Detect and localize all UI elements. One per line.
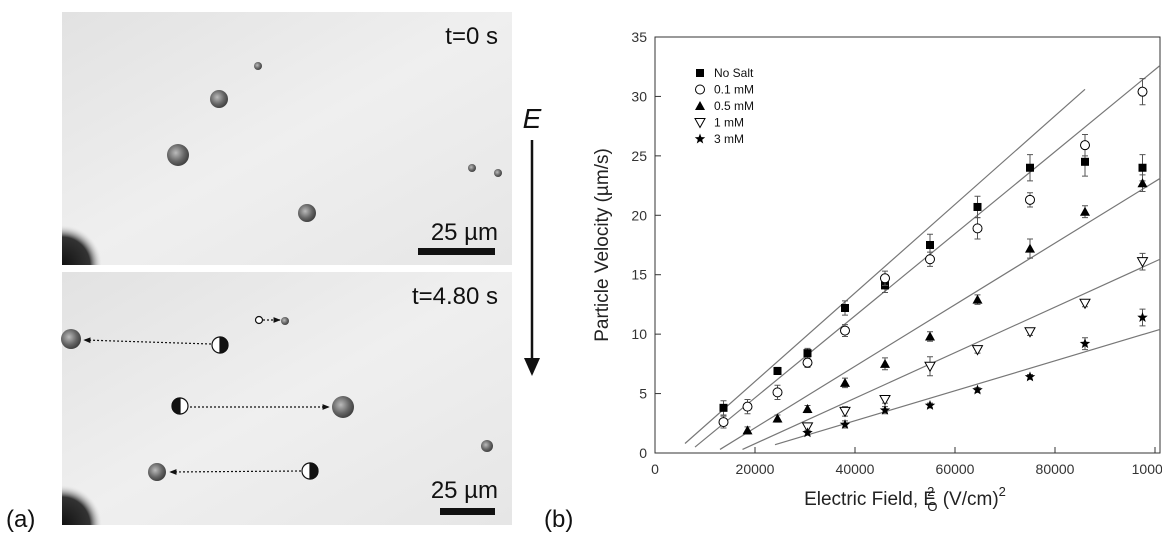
marker bbox=[1137, 86, 1148, 97]
marker bbox=[1025, 194, 1035, 205]
legend-label: 3 mM bbox=[714, 132, 744, 146]
scale-bar-label: 25 µm bbox=[431, 477, 498, 504]
x-label-unit-sup: 2 bbox=[999, 484, 1006, 499]
marker bbox=[839, 406, 851, 418]
legend-label: 1 mM bbox=[714, 116, 744, 130]
y-tick-label: 30 bbox=[631, 88, 647, 104]
x-tick-label: 100000 bbox=[1132, 461, 1162, 477]
marker bbox=[1137, 312, 1148, 322]
marker bbox=[879, 395, 891, 406]
legend-label: 0.5 mM bbox=[714, 99, 754, 113]
y-tick-label: 35 bbox=[631, 29, 647, 45]
marker bbox=[742, 401, 753, 412]
marker bbox=[1136, 257, 1149, 268]
marker bbox=[972, 294, 983, 304]
x-label-sup: 2 bbox=[927, 484, 934, 499]
marker bbox=[1079, 338, 1091, 349]
marker bbox=[802, 404, 813, 414]
x-label-text: Electric Field, E bbox=[804, 489, 936, 510]
micrograph-top: t=0 s 25 µm bbox=[62, 12, 512, 265]
y-tick-label: 10 bbox=[631, 326, 647, 342]
fit-line bbox=[774, 328, 1161, 446]
marker bbox=[1137, 178, 1148, 188]
marker bbox=[840, 325, 850, 336]
panel-label: (a) bbox=[6, 506, 35, 533]
micrograph-bottom: t=4.80 s 25 µm bbox=[61, 272, 512, 525]
legend-marker bbox=[696, 69, 704, 77]
legend-label: No Salt bbox=[714, 66, 754, 80]
marker bbox=[971, 345, 984, 356]
x-label-sub: O bbox=[927, 499, 937, 514]
marker bbox=[1138, 163, 1147, 172]
marker bbox=[802, 357, 813, 368]
marker bbox=[802, 427, 813, 438]
y-tick-label: 0 bbox=[639, 445, 647, 461]
marker bbox=[1081, 157, 1089, 166]
fit-line bbox=[742, 258, 1161, 450]
y-tick-label: 5 bbox=[639, 386, 647, 402]
fit-line bbox=[719, 177, 1161, 450]
marker bbox=[972, 384, 983, 395]
marker bbox=[925, 254, 935, 265]
marker bbox=[1080, 206, 1090, 216]
legend-marker bbox=[695, 84, 705, 95]
legend-marker bbox=[695, 101, 705, 110]
legend-label: 0.1 mM bbox=[714, 83, 754, 97]
marker bbox=[840, 377, 850, 387]
marker bbox=[924, 361, 936, 373]
marker bbox=[925, 331, 935, 341]
marker bbox=[772, 387, 783, 398]
y-axis-label: Particle Velocity (µm/s) bbox=[592, 148, 613, 342]
plot-frame bbox=[654, 36, 1161, 454]
legend-marker bbox=[694, 118, 706, 129]
marker bbox=[839, 418, 851, 429]
fit-line bbox=[684, 88, 1086, 444]
x-tick-label: 40000 bbox=[836, 461, 875, 477]
x-label-unit: (V/cm) bbox=[937, 489, 998, 510]
marker bbox=[772, 413, 783, 423]
x-tick-label: 0 bbox=[651, 461, 659, 477]
y-tick-label: 15 bbox=[631, 267, 647, 283]
x-tick-label: 80000 bbox=[1036, 461, 1075, 477]
marker bbox=[718, 417, 729, 428]
marker bbox=[1024, 371, 1036, 382]
marker bbox=[880, 273, 890, 284]
scale-bar-label: 25 µm bbox=[431, 219, 498, 246]
marker bbox=[719, 403, 728, 412]
marker bbox=[1026, 163, 1034, 172]
marker bbox=[1079, 298, 1091, 310]
field-arrow-head bbox=[524, 358, 540, 376]
marker bbox=[841, 303, 849, 312]
marker bbox=[973, 202, 982, 211]
marker bbox=[1025, 243, 1035, 253]
marker bbox=[924, 399, 936, 410]
marker bbox=[879, 404, 891, 415]
field-label: E bbox=[523, 103, 542, 134]
y-tick-label: 20 bbox=[631, 207, 647, 223]
x-tick-label: 20000 bbox=[736, 461, 775, 477]
y-tick-label: 25 bbox=[631, 148, 647, 164]
marker bbox=[1080, 140, 1090, 151]
marker bbox=[803, 349, 812, 358]
x-tick-label: 60000 bbox=[936, 461, 975, 477]
time-label: t=0 s bbox=[445, 23, 498, 50]
marker bbox=[880, 358, 890, 368]
x-axis-label: Electric Field, E2 O (V/cm)2 bbox=[804, 484, 1006, 514]
marker bbox=[926, 241, 934, 249]
marker bbox=[1024, 327, 1036, 338]
time-label: t=4.80 s bbox=[412, 283, 498, 310]
marker bbox=[742, 425, 753, 435]
marker bbox=[972, 223, 983, 234]
legend-marker bbox=[694, 133, 706, 144]
marker bbox=[773, 366, 782, 375]
panel-label: (b) bbox=[544, 506, 573, 533]
